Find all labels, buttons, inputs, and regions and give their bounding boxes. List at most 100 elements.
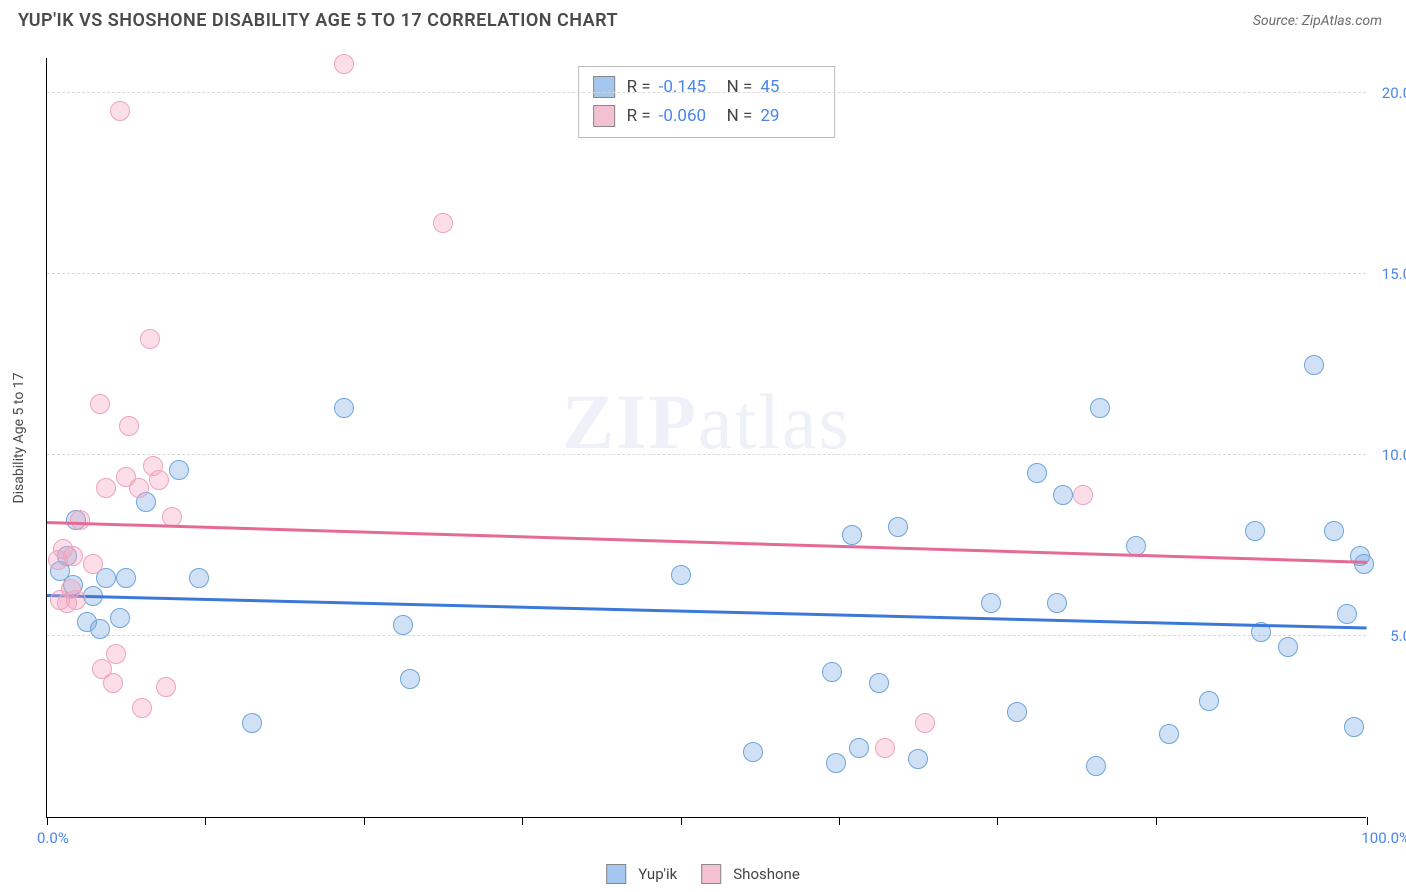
data-point-shoshone bbox=[149, 470, 169, 490]
stats-r-value-2: -0.060 bbox=[659, 102, 719, 131]
y-tick-label: 10.0% bbox=[1382, 446, 1406, 464]
legend-label-1: Yup'ik bbox=[638, 865, 677, 883]
stats-r-label: R = bbox=[627, 102, 651, 131]
data-point-shoshone bbox=[156, 677, 176, 697]
data-point-yupik bbox=[869, 673, 889, 693]
data-point-yupik bbox=[671, 565, 691, 585]
data-point-shoshone bbox=[110, 101, 130, 121]
gridline bbox=[47, 92, 1366, 93]
x-tick bbox=[997, 817, 998, 825]
data-point-yupik bbox=[393, 615, 413, 635]
legend-item-1: Yup'ik bbox=[606, 864, 677, 884]
data-point-shoshone bbox=[103, 673, 123, 693]
data-point-yupik bbox=[908, 749, 928, 769]
x-tick-label-min: 0.0% bbox=[37, 829, 69, 847]
data-point-yupik bbox=[888, 517, 908, 537]
data-point-shoshone bbox=[90, 394, 110, 414]
gridline bbox=[47, 273, 1366, 274]
x-tick bbox=[364, 817, 365, 825]
chart-header: YUP'IK VS SHOSHONE DISABILITY AGE 5 TO 1… bbox=[0, 0, 1406, 43]
data-point-yupik bbox=[1278, 637, 1298, 657]
stats-r-label: R = bbox=[627, 73, 651, 102]
data-point-yupik bbox=[90, 619, 110, 639]
data-point-shoshone bbox=[83, 554, 103, 574]
data-point-yupik bbox=[1126, 536, 1146, 556]
data-point-yupik bbox=[400, 669, 420, 689]
trendline-yupik bbox=[47, 594, 1367, 630]
swatch-series-1 bbox=[593, 76, 615, 98]
stats-legend-box: R = -0.145 N = 45 R = -0.060 N = 29 bbox=[578, 66, 836, 138]
gridline bbox=[47, 454, 1366, 455]
stats-r-value-1: -0.145 bbox=[659, 73, 719, 102]
legend-bottom: Yup'ik Shoshone bbox=[606, 864, 800, 884]
data-point-yupik bbox=[1337, 604, 1357, 624]
data-point-yupik bbox=[1007, 702, 1027, 722]
data-point-yupik bbox=[981, 593, 1001, 613]
data-point-shoshone bbox=[129, 478, 149, 498]
data-point-yupik bbox=[1053, 485, 1073, 505]
data-point-shoshone bbox=[433, 213, 453, 233]
y-axis-label: Disability Age 5 to 17 bbox=[11, 372, 27, 503]
data-point-yupik bbox=[242, 713, 262, 733]
data-point-shoshone bbox=[70, 510, 90, 530]
stats-n-value-2: 29 bbox=[760, 102, 820, 131]
x-tick bbox=[681, 817, 682, 825]
data-point-shoshone bbox=[66, 590, 86, 610]
stats-row-series-1: R = -0.145 N = 45 bbox=[593, 73, 821, 102]
data-point-yupik bbox=[1090, 398, 1110, 418]
x-tick bbox=[1367, 817, 1368, 825]
data-point-shoshone bbox=[96, 478, 116, 498]
legend-label-2: Shoshone bbox=[733, 865, 800, 883]
data-point-yupik bbox=[110, 608, 130, 628]
data-point-yupik bbox=[189, 568, 209, 588]
data-point-yupik bbox=[1344, 717, 1364, 737]
data-point-yupik bbox=[1324, 521, 1344, 541]
x-tick bbox=[47, 817, 48, 825]
y-tick-label: 20.0% bbox=[1382, 84, 1406, 102]
stats-n-label: N = bbox=[727, 102, 753, 131]
data-point-yupik bbox=[116, 568, 136, 588]
chart-source: Source: ZipAtlas.com bbox=[1253, 13, 1382, 29]
data-point-shoshone bbox=[875, 738, 895, 758]
stats-n-value-1: 45 bbox=[760, 73, 820, 102]
x-tick bbox=[1156, 817, 1157, 825]
x-tick bbox=[839, 817, 840, 825]
data-point-shoshone bbox=[334, 54, 354, 74]
data-point-yupik bbox=[1304, 355, 1324, 375]
data-point-yupik bbox=[1245, 521, 1265, 541]
x-tick bbox=[522, 817, 523, 825]
stats-n-label: N = bbox=[727, 73, 753, 102]
gridline bbox=[47, 635, 1366, 636]
trendline-shoshone bbox=[47, 521, 1367, 564]
legend-item-2: Shoshone bbox=[701, 864, 800, 884]
scatter-chart: Disability Age 5 to 17 ZIPatlas R = -0.1… bbox=[46, 58, 1366, 818]
data-point-shoshone bbox=[132, 698, 152, 718]
swatch-series-2 bbox=[593, 105, 615, 127]
legend-swatch-2 bbox=[701, 864, 721, 884]
stats-row-series-2: R = -0.060 N = 29 bbox=[593, 102, 821, 131]
data-point-yupik bbox=[849, 738, 869, 758]
data-point-shoshone bbox=[1073, 485, 1093, 505]
data-point-yupik bbox=[169, 460, 189, 480]
data-point-shoshone bbox=[63, 546, 83, 566]
y-tick-label: 5.0% bbox=[1390, 627, 1406, 645]
x-tick-label-max: 100.0% bbox=[1361, 829, 1406, 847]
data-point-yupik bbox=[334, 398, 354, 418]
legend-swatch-1 bbox=[606, 864, 626, 884]
x-tick bbox=[205, 817, 206, 825]
data-point-yupik bbox=[826, 753, 846, 773]
data-point-yupik bbox=[743, 742, 763, 762]
data-point-yupik bbox=[1086, 756, 1106, 776]
data-point-yupik bbox=[1159, 724, 1179, 744]
data-point-yupik bbox=[1199, 691, 1219, 711]
data-point-shoshone bbox=[140, 329, 160, 349]
chart-title: YUP'IK VS SHOSHONE DISABILITY AGE 5 TO 1… bbox=[18, 10, 618, 31]
data-point-yupik bbox=[822, 662, 842, 682]
y-tick-label: 15.0% bbox=[1382, 265, 1406, 283]
data-point-shoshone bbox=[106, 644, 126, 664]
data-point-shoshone bbox=[915, 713, 935, 733]
data-point-yupik bbox=[842, 525, 862, 545]
data-point-yupik bbox=[1027, 463, 1047, 483]
data-point-shoshone bbox=[119, 416, 139, 436]
data-point-yupik bbox=[1047, 593, 1067, 613]
